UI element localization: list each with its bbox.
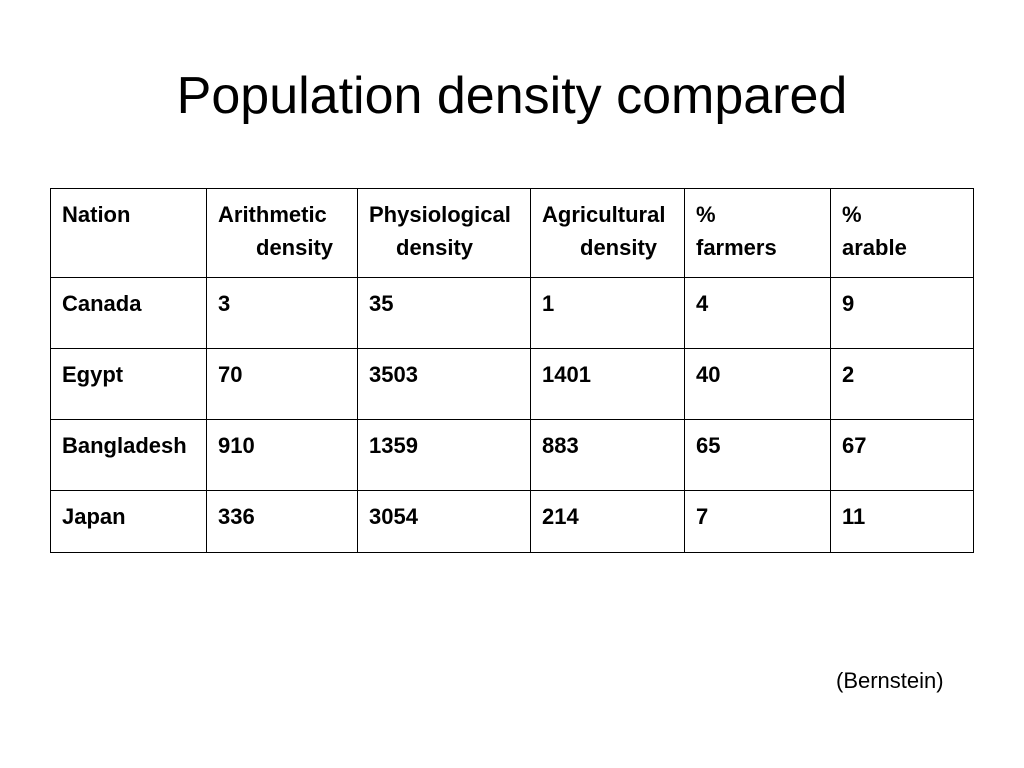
cell-agricultural-density: 1401 (530, 348, 685, 420)
cell-percent-farmers: 7 (684, 490, 831, 553)
header-physiological-line1: Physiological (369, 202, 511, 227)
header-physiological-density: Physiological density (357, 188, 531, 278)
cell-percent-arable: 11 (830, 490, 974, 553)
table-row: Canada 3 35 1 4 9 (50, 277, 974, 349)
population-density-table: Nation Arithmetic density Physiological … (50, 188, 974, 553)
cell-nation: Bangladesh (50, 419, 207, 491)
header-arable-line1: % (842, 202, 862, 227)
cell-arithmetic-density: 336 (206, 490, 358, 553)
header-farmers-line2: farmers (696, 235, 777, 260)
cell-arithmetic-density: 70 (206, 348, 358, 420)
cell-percent-arable: 67 (830, 419, 974, 491)
header-arithmetic-line1: Arithmetic (218, 202, 327, 227)
cell-physiological-density: 3503 (357, 348, 531, 420)
table-header-row: Nation Arithmetic density Physiological … (50, 188, 974, 278)
header-arithmetic-line2: density (256, 235, 334, 260)
cell-percent-farmers: 40 (684, 348, 831, 420)
slide-title: Population density compared (176, 67, 848, 125)
cell-physiological-density: 35 (357, 277, 531, 349)
cell-agricultural-density: 214 (530, 490, 685, 553)
cell-arithmetic-density: 910 (206, 419, 358, 491)
header-agricultural-line2: density (580, 235, 658, 260)
table-row: Bangladesh 910 1359 883 65 67 (50, 419, 974, 491)
cell-agricultural-density: 883 (530, 419, 685, 491)
source-credit: (Bernstein) (836, 668, 944, 693)
cell-physiological-density: 3054 (357, 490, 531, 553)
table-row: Japan 336 3054 214 7 11 (50, 490, 974, 553)
header-arable-line2: arable (842, 235, 907, 260)
header-physiological-line2: density (396, 235, 474, 260)
header-nation: Nation (50, 188, 207, 278)
header-farmers-line1: % (696, 202, 716, 227)
header-agricultural-line1: Agricultural (542, 202, 666, 227)
cell-percent-arable: 2 (830, 348, 974, 420)
cell-nation: Canada (50, 277, 207, 349)
header-arithmetic-density: Arithmetic density (206, 188, 358, 278)
cell-percent-farmers: 4 (684, 277, 831, 349)
cell-agricultural-density: 1 (530, 277, 685, 349)
cell-percent-farmers: 65 (684, 419, 831, 491)
cell-nation: Egypt (50, 348, 207, 420)
cell-nation: Japan (50, 490, 207, 553)
cell-physiological-density: 1359 (357, 419, 531, 491)
header-percent-farmers: % farmers (684, 188, 831, 278)
table-row: Egypt 70 3503 1401 40 2 (50, 348, 974, 420)
cell-percent-arable: 9 (830, 277, 974, 349)
header-agricultural-density: Agricultural density (530, 188, 685, 278)
cell-arithmetic-density: 3 (206, 277, 358, 349)
header-nation-label: Nation (62, 202, 131, 227)
header-percent-arable: % arable (830, 188, 974, 278)
